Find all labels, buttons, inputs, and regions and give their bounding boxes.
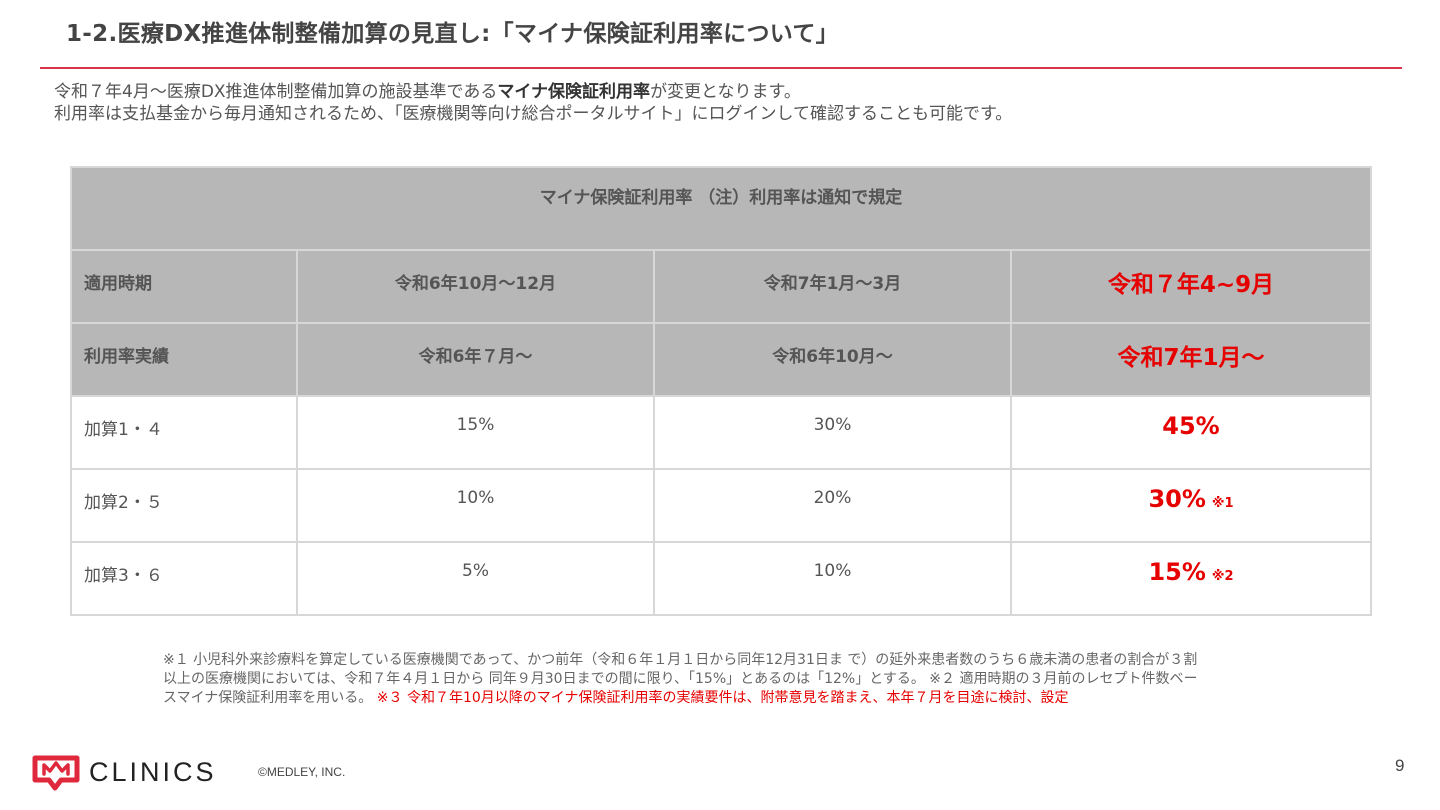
row-label: 加算3・６ xyxy=(70,541,298,616)
period-label: 適用時期 xyxy=(70,249,298,324)
row-value-1: 15% xyxy=(296,395,655,470)
period-col-2: 令和7年1月〜3月 xyxy=(653,249,1012,324)
row-value-3: 30% ※1 xyxy=(1009,468,1373,543)
copyright: ©MEDLEY, INC. xyxy=(258,765,346,779)
intro-line-1-pre: 令和７年4月〜医療DX推進体制整備加算の施設基準である xyxy=(54,82,498,102)
footnote-line-3: スマイナ保険証利用率を用いる。 ※３ 令和７年10月以降のマイナ保険証利用率の実… xyxy=(163,689,1363,708)
actual-row: 利用率実績 令和6年７月〜 令和6年10月〜 令和7年1月〜 xyxy=(70,322,1373,397)
table-row: 加算3・６ 5% 10% 15% ※2 xyxy=(70,541,1373,616)
row-value-3: 15% ※2 xyxy=(1009,541,1373,616)
row-value-3-text: 30% xyxy=(1148,485,1206,513)
page-title: 1-2.医療DX推進体制整備加算の見直し:「マイナ保険証利用率について」 xyxy=(66,21,839,47)
intro-line-1-bold: マイナ保険証利用率 xyxy=(497,82,651,102)
row-value-3-text: 15% xyxy=(1148,558,1206,586)
row-value-2: 10% xyxy=(653,541,1012,616)
intro-line-1: 令和７年4月〜医療DX推進体制整備加算の施設基準であるマイナ保険証利用率が変更と… xyxy=(54,81,1012,103)
row-value-2: 30% xyxy=(653,395,1012,470)
footnote-line-2: 以上の医療機関においては、令和７年４月１日から 同年９月30日までの間に限り、「… xyxy=(163,671,1198,687)
note-mark: ※1 xyxy=(1211,496,1234,511)
table-row: 加算1・４ 15% 30% 45% xyxy=(70,395,1373,470)
row-label: 加算1・４ xyxy=(70,395,298,470)
footnote-line-3-pre: スマイナ保険証利用率を用いる。 xyxy=(163,690,373,706)
row-value-1: 5% xyxy=(296,541,655,616)
footnote: ※１ 小児科外来診療料を算定している医療機関であって、かつ前年（令和６年１月１日… xyxy=(163,651,1363,708)
row-value-3-text: 45% xyxy=(1162,412,1220,440)
note-mark: ※2 xyxy=(1211,569,1234,584)
row-label: 加算2・５ xyxy=(70,468,298,543)
actual-col-2: 令和6年10月〜 xyxy=(653,322,1012,397)
row-value-2: 20% xyxy=(653,468,1012,543)
actual-label: 利用率実績 xyxy=(70,322,298,397)
table-caption-row: マイナ保険証利用率 （注）利用率は通知で規定 xyxy=(69,166,1373,251)
intro-line-1-post: が変更となります。 xyxy=(650,82,801,102)
actual-col-1: 令和6年７月〜 xyxy=(296,322,655,397)
period-col-3: 令和７年4~9月 xyxy=(1009,249,1373,324)
usage-rate-table: マイナ保険証利用率 （注）利用率は通知で規定 適用時期 令和6年10月〜12月 … xyxy=(69,166,1373,616)
footnote-line-1: ※１ 小児科外来診療料を算定している医療機関であって、かつ前年（令和６年１月１日… xyxy=(163,652,1198,668)
table-caption: マイナ保険証利用率 （注）利用率は通知で規定 xyxy=(69,166,1373,251)
actual-col-3: 令和7年1月〜 xyxy=(1009,322,1373,397)
period-col-1: 令和6年10月〜12月 xyxy=(296,249,655,324)
page-number: 9 xyxy=(1395,756,1405,775)
row-value-1: 10% xyxy=(296,468,655,543)
table-row: 加算2・５ 10% 20% 30% ※1 xyxy=(70,468,1373,543)
clinics-logo: CLINICS xyxy=(31,752,217,792)
row-value-3: 45% xyxy=(1009,395,1373,470)
intro-line-2: 利用率は支払基金から毎月通知されるため、「医療機関等向け総合ポータルサイト」にロ… xyxy=(54,104,1013,124)
intro-text: 令和７年4月〜医療DX推進体制整備加算の施設基準であるマイナ保険証利用率が変更と… xyxy=(54,81,1012,125)
period-row: 適用時期 令和6年10月〜12月 令和7年1月〜3月 令和７年4~9月 xyxy=(70,249,1373,324)
clinics-logo-icon xyxy=(32,755,80,791)
footnote-line-3-red: ※３ 令和７年10月以降のマイナ保険証利用率の実績要件は、附帯意見を踏まえ、本年… xyxy=(376,690,1069,706)
title-divider xyxy=(40,67,1402,69)
logo-text: CLINICS xyxy=(89,756,217,787)
